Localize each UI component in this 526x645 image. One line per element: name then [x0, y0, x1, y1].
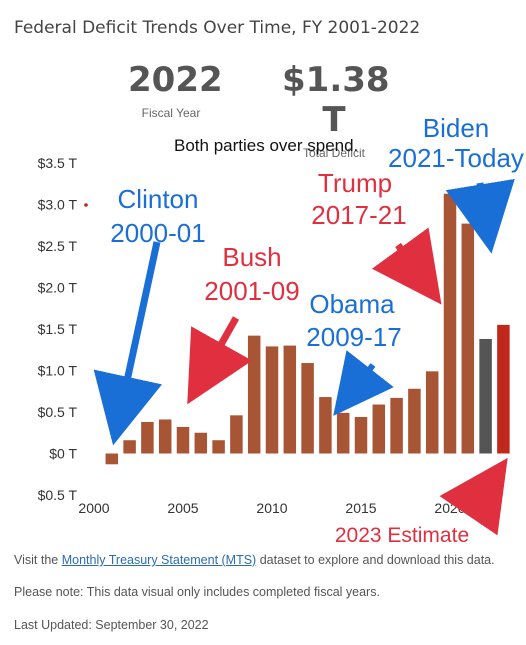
- bush-years: 2001-09: [204, 276, 299, 306]
- deficit-bar-2011: [283, 345, 297, 454]
- biden-arrow: [445, 178, 515, 254]
- y-axis: $0.5 T $0 T $0.5 T $1.0 T $1.5 T $2.0 T $2.5 T…: [38, 155, 78, 503]
- deficit-bar-2019: [425, 371, 439, 454]
- footer-visit-suffix: dataset to explore and download this dat…: [256, 553, 495, 567]
- trump-label: Trump: [318, 168, 392, 198]
- x-tick-label: 2010: [256, 500, 287, 516]
- marker-dot: [84, 203, 88, 207]
- footer-visit: Visit the Monthly Treasury Statement (MT…: [14, 553, 495, 567]
- estimate-label: 2023 Estimate: [335, 524, 469, 545]
- deficit-bar-2008: [230, 415, 243, 454]
- y-tick-label: $2.5 T: [38, 238, 78, 254]
- mts-link[interactable]: Monthly Treasury Statement (MTS): [61, 553, 257, 567]
- estimate-arrow: [439, 457, 508, 536]
- deficit-bar-2015: [354, 416, 368, 454]
- deficit-bar-2018: [408, 388, 421, 454]
- deficit-bar-2004: [158, 419, 172, 454]
- y-tick-label: $1.5 T: [38, 321, 78, 337]
- deficit-bar-chart: $0.5 T $0 T $0.5 T $1.0 T $1.5 T $2.0 T $2.5 T…: [38, 113, 524, 545]
- footer-visit-prefix: Visit the: [14, 553, 62, 567]
- total-deficit-stat: $1.38 T Total Deficit: [282, 60, 390, 160]
- bush-arrow: [187, 316, 253, 405]
- deficit-bar-2002: [123, 440, 136, 454]
- deficit-bar-2014: [336, 412, 350, 454]
- x-tick-label: 2020: [434, 500, 465, 516]
- deficit-bar-2006: [194, 432, 208, 454]
- deficit-bar-2009: [247, 335, 261, 454]
- deficit-bar-2005: [176, 426, 190, 454]
- deficit-bar-2017: [390, 397, 403, 454]
- deficit-bar-2020: [443, 193, 457, 454]
- deficit-bar-2016: [372, 404, 386, 454]
- footer-note: Please note: This data visual only inclu…: [14, 585, 380, 599]
- biden-years: 2021-Today: [388, 143, 524, 173]
- clinton-years: 2000-01: [110, 218, 205, 248]
- clinton-arrow: [93, 241, 163, 446]
- deficit-bar-2023: [497, 324, 510, 454]
- y-tick-label: $2.0 T: [38, 280, 78, 296]
- deficit-bar-2010: [265, 346, 279, 454]
- x-tick-label: 2000: [78, 500, 109, 516]
- fiscal-year-label: Fiscal Year: [141, 106, 201, 120]
- obama-years: 2009-17: [306, 322, 401, 352]
- fiscal-year-value: 2022: [128, 60, 223, 100]
- deficit-bar-2001: [105, 453, 119, 465]
- deficit-bar-2003: [141, 421, 154, 454]
- obama-arrow: [333, 350, 394, 416]
- trump-years: 2017-21: [311, 200, 406, 230]
- x-tick-label: 2015: [345, 500, 376, 516]
- deficit-bar-2021: [461, 223, 475, 454]
- deficit-bar-2013: [319, 397, 332, 454]
- y-tick-label: $3.5 T: [38, 155, 78, 171]
- deficit-bar-2007: [212, 440, 225, 454]
- both-parties-text: Both parties over spend.: [174, 136, 358, 155]
- x-tick-label: 2005: [167, 500, 198, 516]
- total-deficit-value: $1.38 T: [282, 60, 390, 140]
- bush-label: Bush: [222, 242, 281, 272]
- footer-updated: Last Updated: September 30, 2022: [14, 618, 209, 632]
- y-tick-label: $1.0 T: [38, 363, 78, 379]
- trump-arrow: [371, 227, 442, 305]
- fiscal-year-stat: 2022 Fiscal Year: [128, 60, 223, 120]
- bars: [105, 193, 510, 465]
- y-tick-label: $3.0 T: [38, 197, 78, 213]
- biden-label: Biden: [423, 113, 490, 143]
- total-deficit-label: Total Deficit: [302, 146, 366, 160]
- obama-label: Obama: [309, 289, 395, 319]
- y-tick-label: $0 T: [49, 446, 77, 462]
- y-tick-label: $0.5 T: [38, 404, 78, 420]
- deficit-bar-2012: [301, 363, 314, 454]
- deficit-bar-2022: [479, 338, 492, 454]
- chart-title: Federal Deficit Trends Over Time, FY 200…: [14, 18, 421, 38]
- x-axis: 2000 2005 2010 2015 2020: [78, 500, 465, 516]
- clinton-label: Clinton: [118, 184, 199, 214]
- y-tick-label: $0.5 T: [38, 487, 78, 503]
